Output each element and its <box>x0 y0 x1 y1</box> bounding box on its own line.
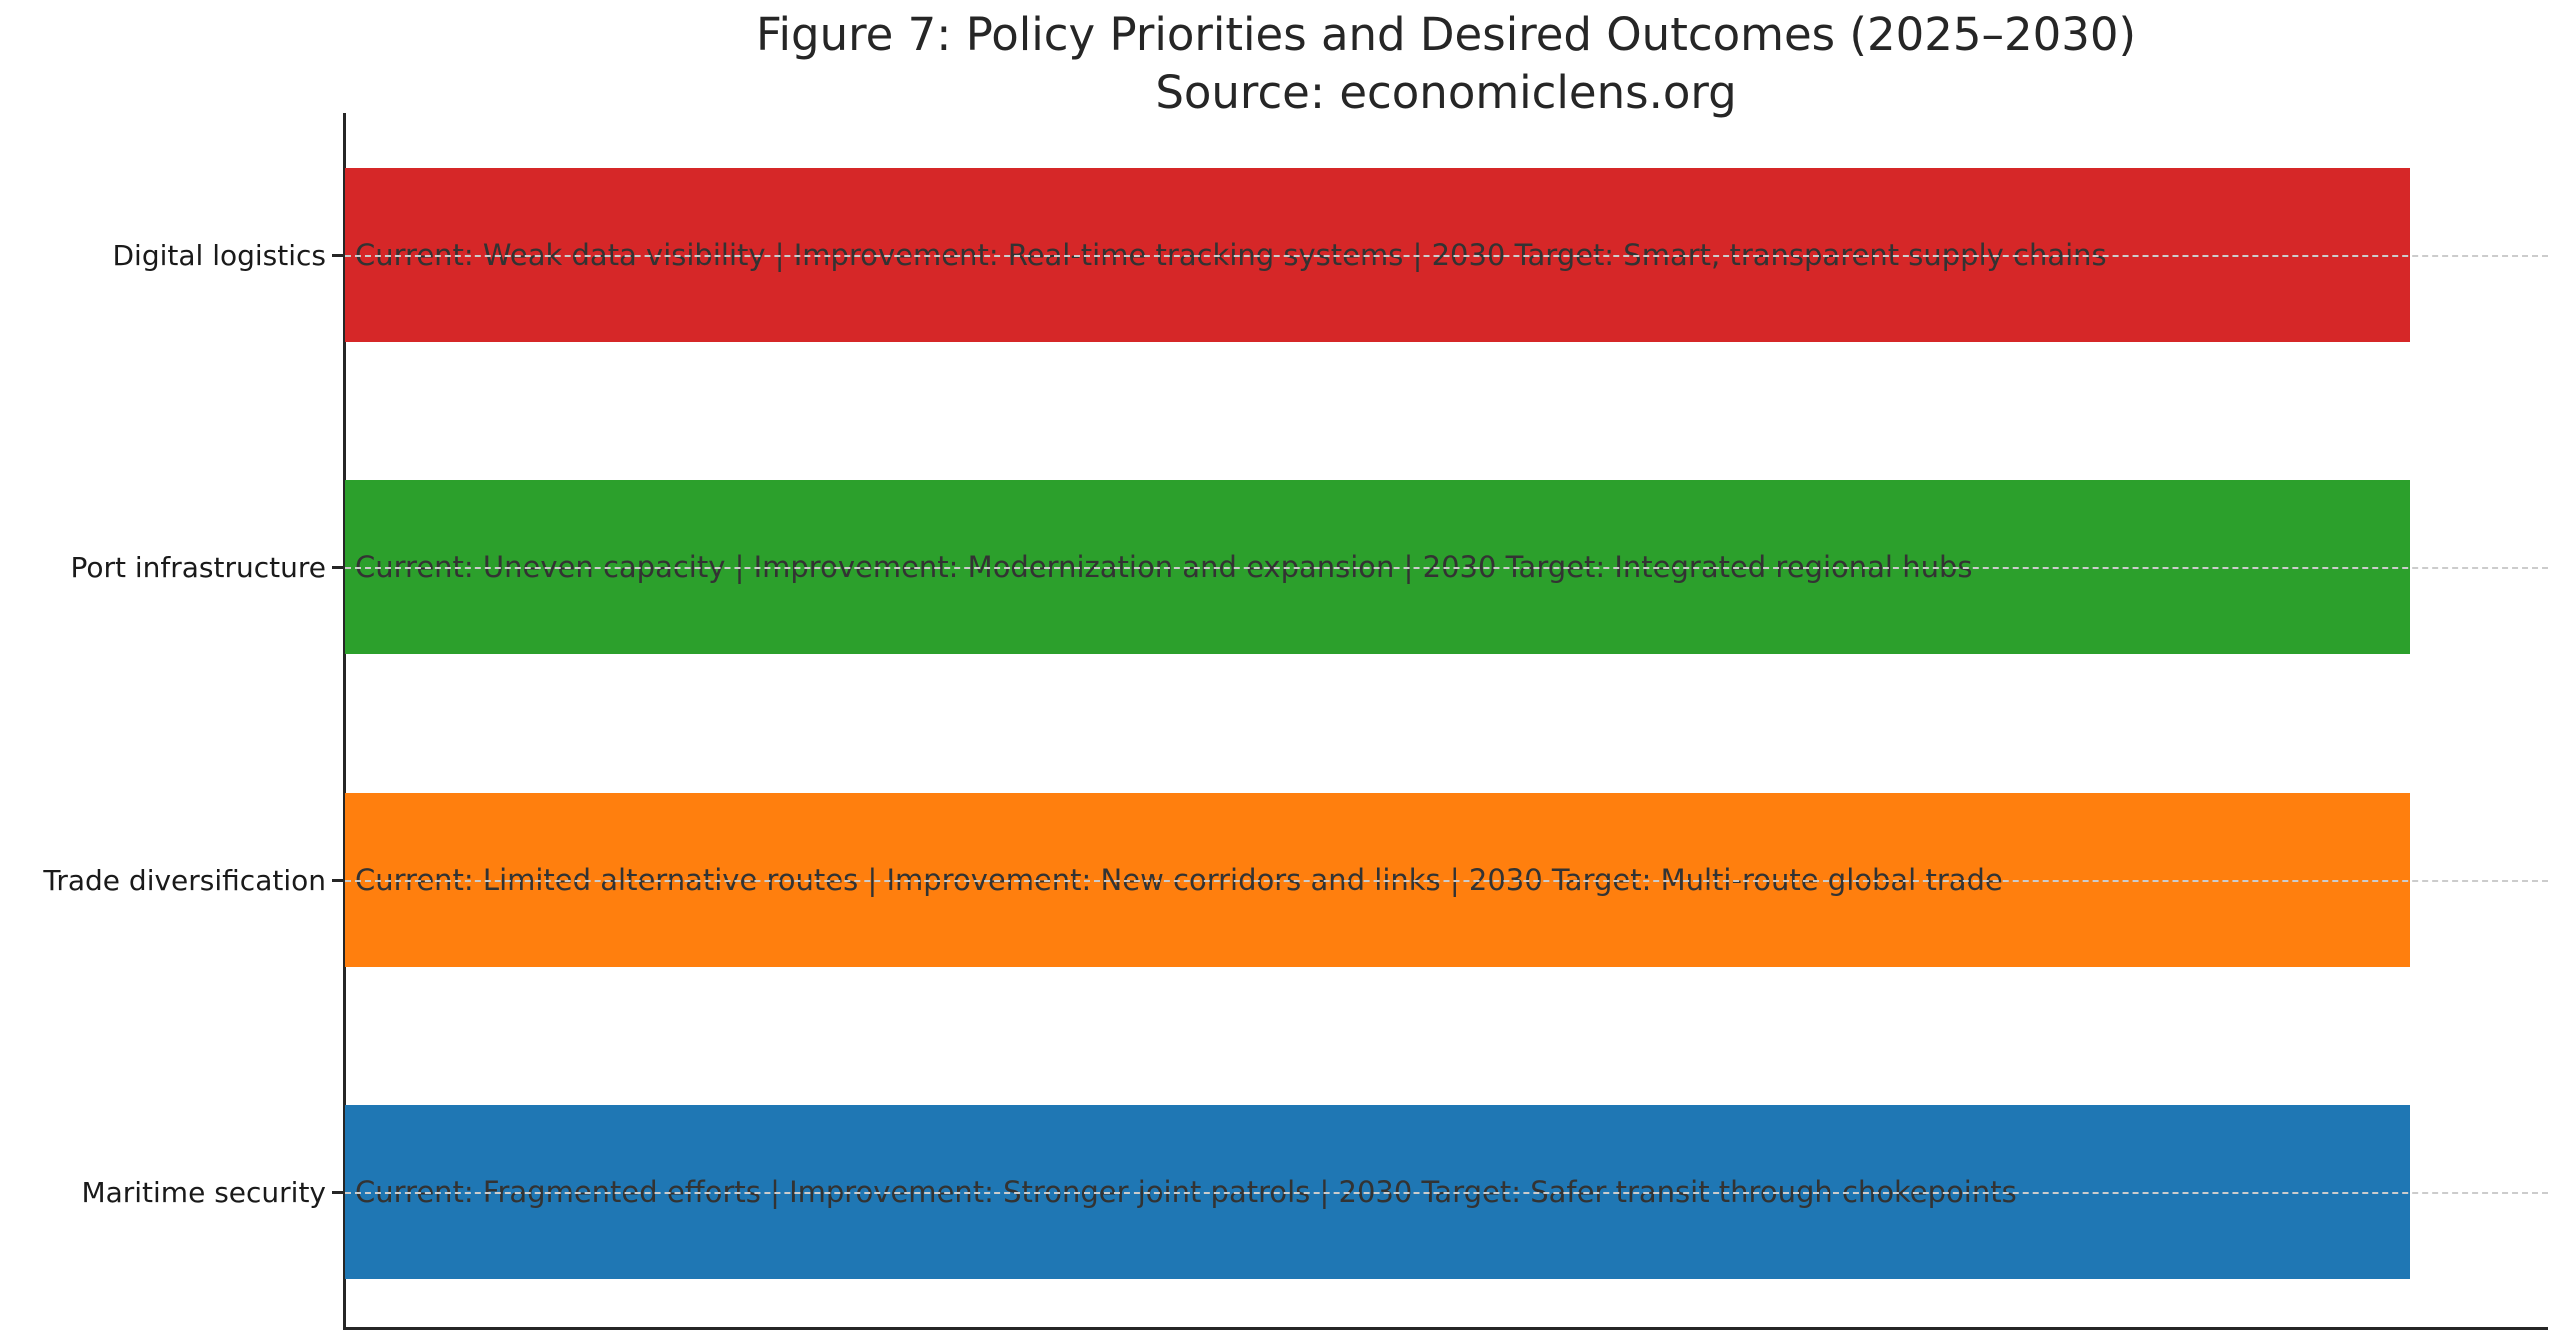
y-axis-spine <box>343 113 346 1330</box>
y-axis-tick <box>332 566 343 569</box>
title-block: Figure 7: Policy Priorities and Desired … <box>344 6 2548 122</box>
chart-title: Figure 7: Policy Priorities and Desired … <box>755 8 2137 61</box>
y-axis-label: Maritime security <box>81 1175 326 1209</box>
y-axis-tick <box>332 879 343 882</box>
y-axis-tick <box>332 254 343 257</box>
y-axis-label: Digital logistics <box>112 238 327 272</box>
bar-row-port-infrastructure: Port infrastructure Current: Uneven capa… <box>70 480 2548 654</box>
bar-row-maritime-security: Maritime security Current: Fragmented ef… <box>81 1105 2548 1279</box>
gridline <box>345 567 2548 569</box>
y-axis-tick <box>332 1191 343 1194</box>
y-axis-label: Port infrastructure <box>70 550 326 584</box>
gridline <box>345 255 2548 257</box>
x-axis-spine <box>343 1327 2548 1330</box>
bar-row-trade-diversification: Trade diversification Current: Limited a… <box>43 793 2548 967</box>
y-axis-label: Trade diversification <box>43 863 326 897</box>
gridline <box>345 880 2548 882</box>
plot-area: Digital logistics Current: Weak data vis… <box>43 113 2548 1328</box>
chart-subtitle: Source: economiclens.org <box>1155 66 1737 119</box>
gridline <box>345 1192 2548 1194</box>
bar-row-digital-logistics: Digital logistics Current: Weak data vis… <box>113 168 2548 342</box>
